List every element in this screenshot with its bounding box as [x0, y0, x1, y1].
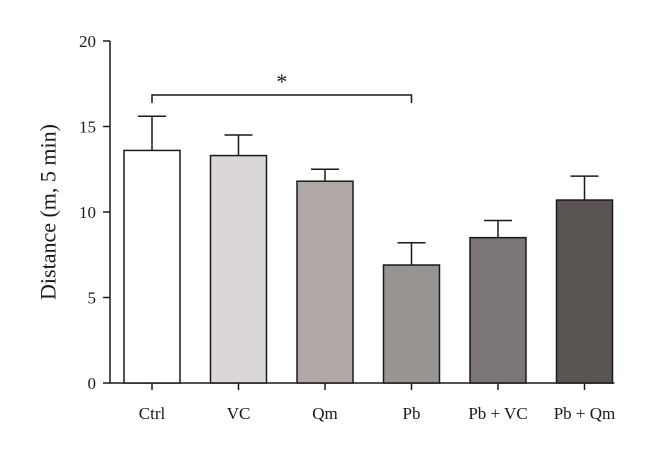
x-tick-label: Pb: [403, 404, 421, 423]
significance-annotation: *: [151, 69, 413, 103]
x-axis: Ctrl VC Qm Pb Pb + VC Pb + Qm: [110, 382, 616, 423]
bar-vc: [209, 154, 268, 384]
bar-pb: [382, 264, 441, 384]
x-tick-label: Pb + VC: [468, 404, 527, 423]
bar-pb-qm: [555, 199, 614, 384]
significance-bracket: [151, 94, 413, 103]
y-tick-label: 5: [88, 289, 97, 308]
y-tick-label: 20: [79, 32, 96, 51]
y-axis-title: Distance (m, 5 min): [36, 124, 61, 300]
bar-pb-vc: [469, 236, 527, 384]
y-axis: 0 5 10 15 20: [79, 32, 111, 393]
y-tick-label: 10: [79, 203, 96, 222]
x-tick-label: Ctrl: [139, 404, 166, 423]
y-tick-label: 0: [88, 374, 97, 393]
x-tick-label: VC: [227, 404, 251, 423]
significance-label: *: [276, 69, 287, 94]
y-tick-label: 15: [79, 118, 96, 137]
bars: [123, 149, 614, 384]
x-tick-label: Pb + Qm: [554, 404, 616, 423]
bar-qm: [296, 180, 354, 384]
error-bars: [138, 115, 599, 266]
x-tick-label: Qm: [312, 404, 338, 423]
bar-ctrl: [123, 149, 181, 384]
